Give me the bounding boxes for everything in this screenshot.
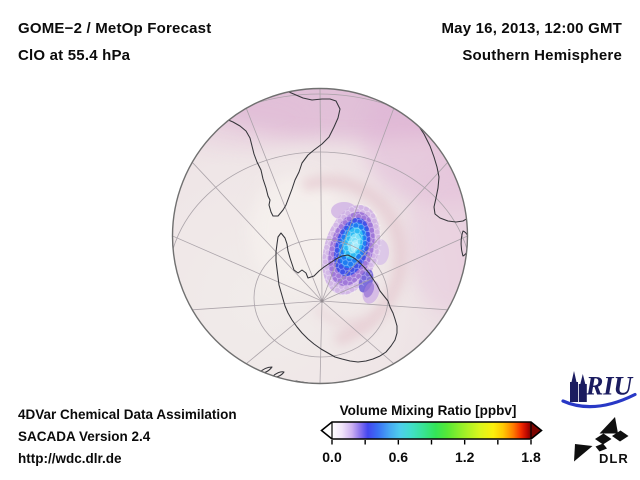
- url-label: http://wdc.dlr.de: [18, 451, 122, 466]
- colorbar-title: Volume Mixing Ratio [ppbv]: [339, 403, 517, 418]
- clo-plume: [322, 202, 389, 304]
- datetime-label: May 16, 2013, 12:00 GMT: [441, 20, 622, 37]
- colorbar: [320, 421, 543, 445]
- dlr-logo: DLR: [574, 417, 629, 466]
- globe-limb: [171, 87, 469, 385]
- colorbar-tick-label: 0.6: [388, 449, 409, 465]
- version-label: SACADA Version 2.4: [18, 429, 151, 444]
- riu-logo: RIU: [561, 371, 637, 409]
- species-level-title: ClO at 55.4 hPa: [18, 47, 131, 64]
- dlr-bird-icon: [574, 417, 629, 462]
- riu-cathedral-icon: [570, 371, 587, 402]
- colorbar-ticks: [331, 440, 532, 445]
- riu-swoosh-icon: [561, 392, 637, 409]
- graticule: [172, 88, 468, 384]
- hemisphere-label: Southern Hemisphere: [462, 47, 622, 64]
- assimilation-label: 4DVar Chemical Data Assimilation: [18, 407, 237, 422]
- colorbar-tick-label: 1.8: [521, 449, 541, 465]
- riu-wordmark: RIU: [585, 372, 633, 401]
- colorbar-tick-label: 1.2: [454, 449, 475, 465]
- dlr-wordmark: DLR: [599, 451, 629, 466]
- instrument-title: GOME−2 / MetOp Forecast: [18, 20, 212, 37]
- colorbar-bar: [320, 421, 543, 440]
- colorbar-tick-label: 0.0: [322, 449, 342, 465]
